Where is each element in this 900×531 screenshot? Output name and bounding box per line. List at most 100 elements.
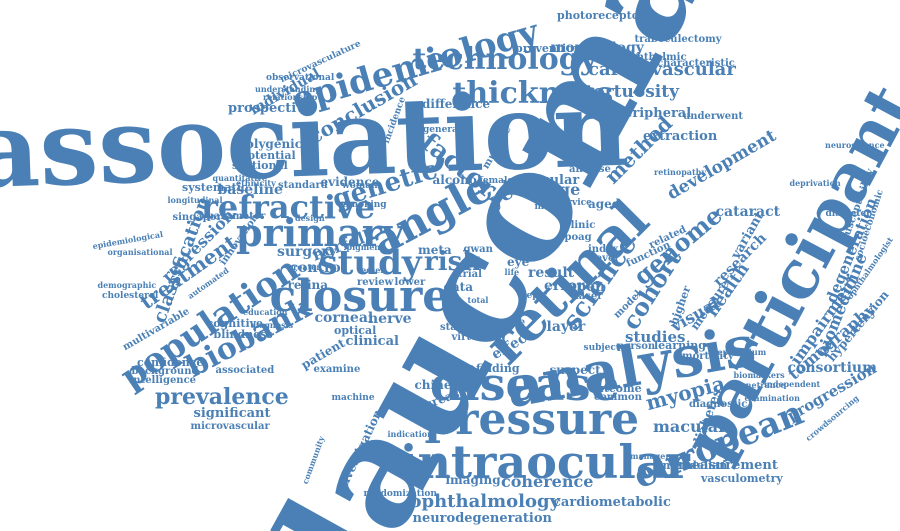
cloud-word: education [243,307,288,317]
cloud-word: background [131,366,199,377]
cloud-word: peripheral [615,105,692,121]
cloud-word: total [467,295,489,305]
cloud-word: significant [193,405,271,421]
cloud-word: female [479,175,514,186]
cloud-word: learning [654,338,706,352]
cloud-word: relationship [263,92,318,102]
cloud-word: confidence [137,355,204,369]
cloud-word: woman [342,180,378,191]
cloud-word: polygenic [237,137,303,151]
cloud-word: disease [430,357,620,411]
cloud-word: tortuosity [585,81,679,102]
cloud-word: virtual [451,332,489,343]
cloud-word: person [617,341,656,352]
cloud-word: demographic [97,280,157,290]
cloud-word: baseline [217,182,283,198]
cloud-word: data [443,280,473,294]
cloud-word: biomarkers [733,370,785,380]
cloud-word: refractive [201,188,375,226]
cloud-word: level [592,253,619,264]
cloud-word: status [440,322,475,333]
cloud-word: quantitative [212,173,268,183]
cloud-word: deprivation [789,178,841,188]
cloud-word: cardiovascular [588,59,736,80]
cloud-word: open [567,279,606,295]
cloud-word: characteristic [657,58,735,69]
cloud-word: macular [653,417,727,436]
cloud-word: parameter [207,211,266,222]
cloud-word: clinical [345,333,399,349]
cloud-word: potential [240,148,296,162]
cloud-word: associated [215,365,275,376]
cloud-word: prevention [515,41,582,55]
cloud-word: pigment [346,242,384,252]
cloud-word: longitudinal [167,195,223,205]
cloud-word: lower [394,277,426,288]
cloud-word: smoking [343,199,387,210]
cloud-word: risk [424,247,481,277]
cloud-word: intraocular [400,435,690,489]
cloud-word: sectional [232,158,288,172]
cloud-word: meta [418,243,452,257]
cloud-word: suspect [549,363,601,377]
cloud-word: review [357,277,394,288]
cloud-word: systematic [182,180,248,194]
cloud-word: ophthalmology [409,491,561,512]
cloud-word: examine [313,364,361,375]
cloud-word: ophthalmic [623,52,687,63]
cloud-word: poag [564,232,592,243]
cloud-word: alcohol [432,173,482,187]
cloud-word: thickness [452,76,614,111]
cloud-word: blood [502,180,534,191]
cloud-word: subject [583,342,621,353]
cloud-word: cardiometabolic [553,494,671,510]
cloud-word: retinopathy [654,167,707,177]
cloud-word: epic [526,290,548,301]
cloud-word: greater [287,262,321,272]
cloud-word: management [630,451,689,461]
cloud-word: machine [331,392,375,403]
cloud-word: life [504,267,520,277]
cloud-word: eye [507,255,530,269]
cloud-word: laser [575,291,603,302]
cloud-word: nerve [368,311,412,327]
cloud-word: index [588,244,619,255]
cloud-word: consortium [787,360,877,376]
cloud-word: observational [266,72,335,83]
cloud-word: ocular [533,172,580,188]
cloud-word: cognitive [206,316,264,330]
cloud-word: blindness [213,327,273,341]
cloud-word: mendelian [662,458,728,472]
cloud-word: randomization [363,488,437,499]
cloud-word: chinese [414,378,466,392]
cloud-word: standard [278,180,328,191]
cloud-word: intelligence [129,375,197,386]
cloud-word: general [423,124,462,135]
cloud-word: neuroscience [825,140,885,150]
cloud-word: common [594,392,642,403]
cloud-word: finding [476,361,520,375]
cloud-word: extraction [643,128,718,144]
cloud-word: error [544,278,585,294]
cloud-word: design [295,213,325,223]
cloud-word: photoreceptor [557,8,645,22]
cloud-word: technology [412,42,598,77]
cloud-word: surgery [277,244,337,260]
cloud-word: cataract [715,204,781,220]
cloud-word: prospective [228,100,312,116]
cloud-word: trial [458,269,482,280]
cloud-word: pressure [424,394,640,445]
cloud-word: independent [764,379,821,389]
cloud-word: imaging [445,473,501,487]
cloud-word: mortality [682,351,734,362]
cloud-word: clinic [564,220,596,231]
cloud-word: study [318,243,422,283]
cloud-word: organisational [107,247,173,257]
cloud-word: penetrance [735,380,786,390]
cloud-word: outcome [588,381,642,395]
cloud-word: examination [744,393,800,403]
cloud-word: diameter [825,208,871,219]
cloud-word: microvascular [190,421,270,432]
cloud-word: epithelium [717,347,767,357]
cloud-word: vessel [356,265,384,275]
